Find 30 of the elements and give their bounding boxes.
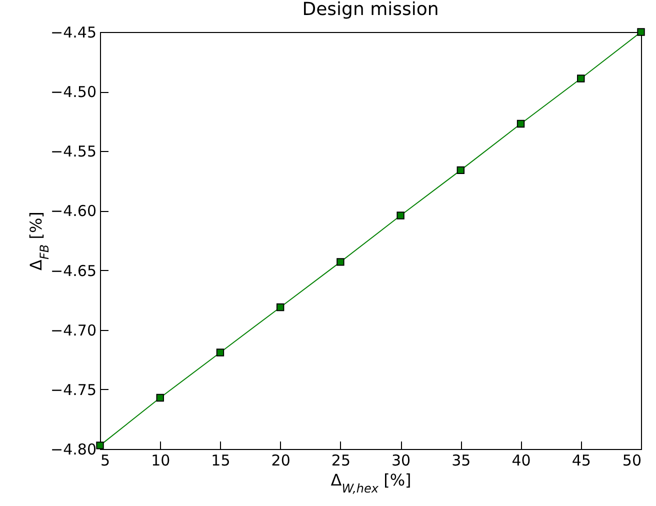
x-tick-label: 30 <box>392 452 411 470</box>
chart-title: Design mission <box>302 0 439 20</box>
point <box>396 212 404 220</box>
point <box>156 394 164 402</box>
x-tick-label: 10 <box>151 452 170 470</box>
x-tick-label: 45 <box>572 452 591 470</box>
point <box>456 166 465 174</box>
x-tick-label: 25 <box>331 452 350 470</box>
x-tick-label: 35 <box>452 452 471 470</box>
y-tick-label: −4.75 <box>50 380 96 399</box>
point <box>577 74 585 82</box>
point <box>216 348 224 356</box>
y-tick-label: −4.55 <box>50 142 96 161</box>
x-tick-label: 5 <box>100 452 110 470</box>
point <box>96 442 104 450</box>
y-tick-label: −4.50 <box>50 83 96 102</box>
point <box>637 28 645 36</box>
y-tick-label: −4.60 <box>50 202 96 220</box>
x-tick-label: 15 <box>211 452 230 470</box>
y-tick-label: −4.80 <box>50 440 96 458</box>
x-tick-label: 40 <box>512 452 531 470</box>
x-axis-title: Δ$_{W,hex}$ [%] <box>330 470 412 496</box>
y-tick-label: −4.45 <box>50 24 96 42</box>
point <box>516 120 525 128</box>
point <box>276 303 284 312</box>
y-tick-label: −4.70 <box>50 321 96 340</box>
point <box>336 258 344 266</box>
x-tick-label: 20 <box>271 452 290 470</box>
y-tick-label: −4.65 <box>50 262 96 280</box>
x-tick-label: 50 <box>622 452 642 470</box>
